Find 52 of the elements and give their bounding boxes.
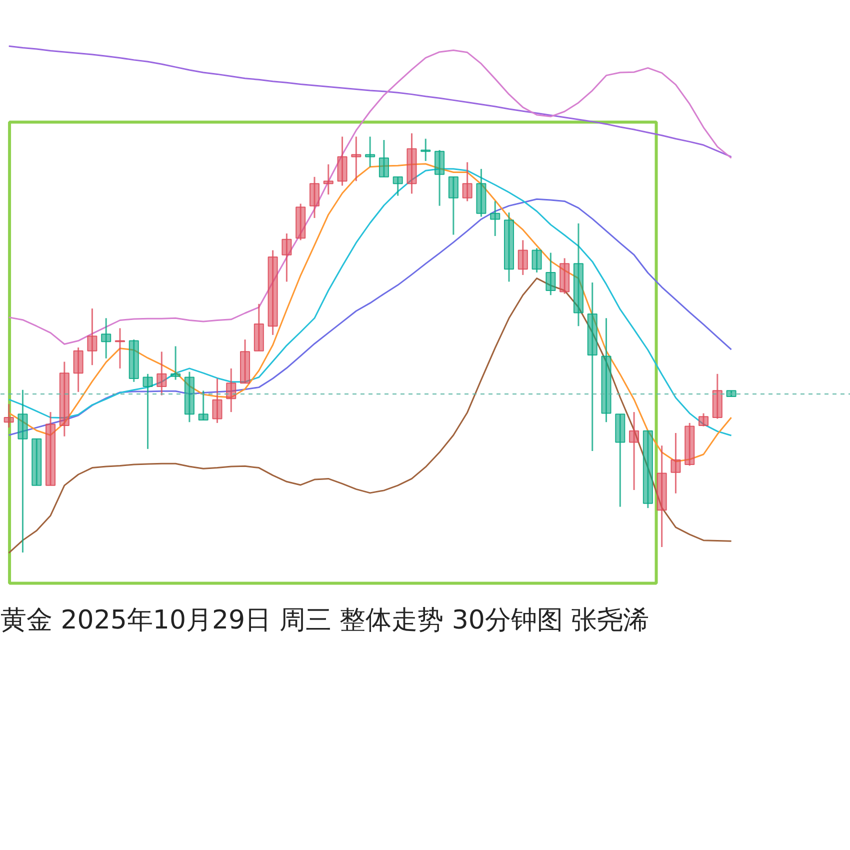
candlestick: [462, 161, 472, 202]
candlestick: [656, 444, 667, 548]
candlestick: [546, 252, 556, 296]
candlestick: [434, 149, 445, 207]
candlestick: [59, 360, 70, 438]
candlestick: [392, 176, 403, 197]
text: 黄金 2025年10月29日 周三 整体走势 30分钟图 张尧浠: [0, 606, 650, 636]
candlestick: [337, 136, 348, 186]
candlestick: [212, 378, 222, 424]
candlestick: [601, 317, 612, 423]
candlestick: [4, 403, 14, 428]
candlestick: [254, 303, 264, 352]
candlestick: [448, 176, 458, 236]
candlestick: [226, 368, 236, 413]
candlestick: [573, 222, 584, 327]
candlestick: [323, 164, 334, 196]
candlestick: [712, 373, 722, 420]
candlestick: [18, 389, 28, 554]
candlestick: [560, 257, 570, 295]
candlestick: [504, 212, 514, 282]
candlestick: [532, 247, 542, 274]
candlestick: [142, 373, 153, 450]
candlestick: [698, 412, 709, 428]
candlestick: [309, 176, 320, 219]
candlestick: [490, 200, 500, 237]
candlestick: [198, 390, 208, 421]
candlestick: [101, 317, 112, 360]
candlestick: [128, 338, 139, 383]
candlestick: [46, 411, 56, 486]
candlestick: [268, 249, 278, 336]
candlestick: [670, 432, 681, 494]
candlestick: [615, 413, 626, 508]
candlestick: [476, 168, 486, 218]
candlestick: [156, 350, 167, 396]
candlestick: [32, 438, 42, 486]
candlestick: [296, 202, 306, 241]
candlestick: [420, 138, 431, 162]
candlestick: [170, 345, 181, 381]
candlestick: [73, 346, 84, 393]
candlestick: [378, 139, 389, 178]
candlestick: [240, 338, 250, 384]
candlestick: [684, 422, 695, 466]
candlestick: [282, 232, 292, 282]
candlestick: [587, 282, 598, 452]
candlestick: [406, 132, 417, 194]
candlestick: [184, 371, 194, 423]
candlestick: [351, 136, 362, 182]
candlestick: [87, 308, 98, 366]
candlestick: [629, 411, 640, 491]
candlestick: [518, 239, 528, 276]
candlestick: [365, 136, 376, 168]
candlestick: [642, 430, 653, 509]
